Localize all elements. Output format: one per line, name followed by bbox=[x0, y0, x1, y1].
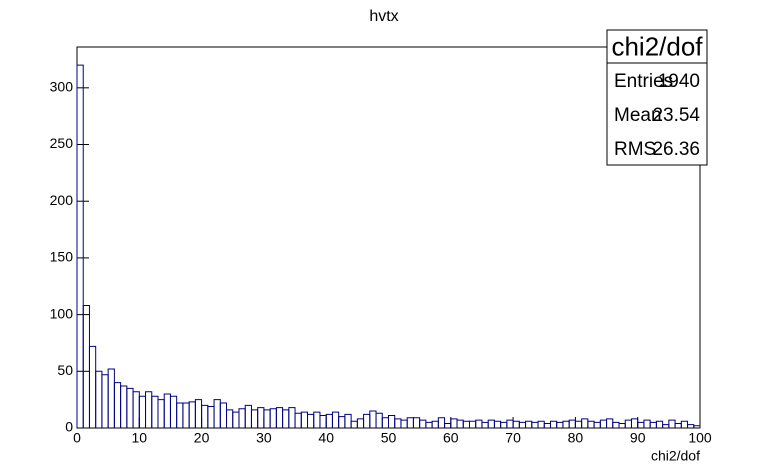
x-tick-label: 70 bbox=[505, 430, 521, 446]
chart-title: hvtx bbox=[369, 8, 398, 25]
x-tick-label: 100 bbox=[688, 430, 712, 446]
stats-box bbox=[606, 29, 708, 166]
y-tick-label: 250 bbox=[50, 135, 74, 151]
y-tick-label: 100 bbox=[50, 305, 74, 321]
stats-value: 26.36 bbox=[652, 139, 700, 160]
stats-label: RMS bbox=[614, 139, 656, 160]
histogram-bin bbox=[437, 417, 446, 428]
stats-title: chi2/dof bbox=[611, 31, 703, 61]
histogram-bin bbox=[693, 425, 701, 428]
x-tick-label: 50 bbox=[381, 430, 397, 446]
stats-value: 1940 bbox=[658, 71, 700, 92]
y-tick-label: 50 bbox=[57, 362, 73, 378]
y-tick-label: 150 bbox=[50, 249, 74, 265]
histogram-bin bbox=[76, 64, 84, 428]
stats-label: Mean bbox=[614, 105, 662, 126]
x-tick-label: 20 bbox=[194, 430, 210, 446]
x-tick-label: 80 bbox=[568, 430, 584, 446]
x-tick-label: 60 bbox=[443, 430, 459, 446]
x-tick-label: 0 bbox=[73, 430, 81, 446]
x-tick-label: 90 bbox=[630, 430, 646, 446]
y-tick-label: 300 bbox=[50, 79, 74, 95]
stats-value: 23.54 bbox=[652, 105, 700, 126]
y-tick-label: 0 bbox=[65, 419, 73, 435]
x-axis-label: chi2/dof bbox=[651, 448, 700, 464]
y-tick-label: 200 bbox=[50, 192, 74, 208]
stats-label: Entries bbox=[614, 71, 673, 92]
x-tick-label: 40 bbox=[318, 430, 334, 446]
x-tick-label: 10 bbox=[132, 430, 148, 446]
x-tick-label: 30 bbox=[256, 430, 272, 446]
